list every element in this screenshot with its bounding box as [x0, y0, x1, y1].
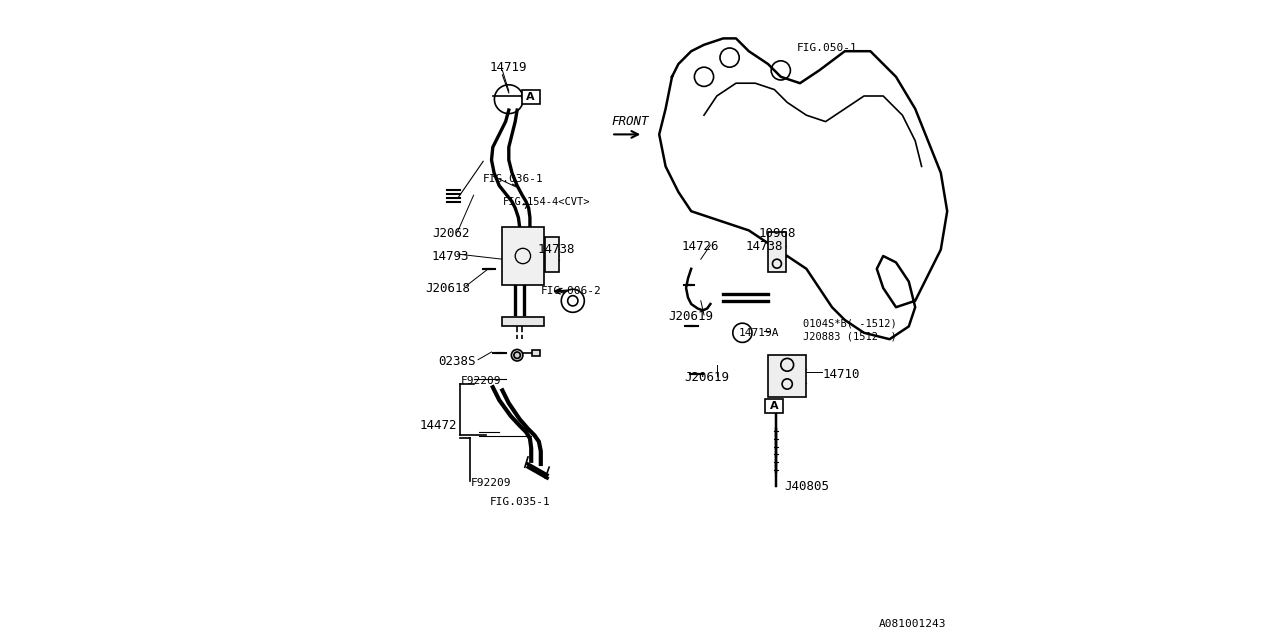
Text: J20619: J20619 [685, 371, 730, 384]
Bar [532, 350, 540, 356]
Text: J40805: J40805 [783, 480, 829, 493]
Bar [768, 232, 786, 272]
Text: J2062: J2062 [433, 227, 470, 240]
Text: J20883 (1512- ): J20883 (1512- ) [804, 331, 897, 341]
Text: FIG.035-1: FIG.035-1 [490, 497, 550, 508]
Text: F92209: F92209 [471, 478, 511, 488]
Text: 14719: 14719 [490, 61, 527, 74]
Text: FIG.154-4<CVT>: FIG.154-4<CVT> [502, 196, 590, 207]
Text: 14738: 14738 [538, 243, 575, 256]
Text: A: A [526, 92, 535, 102]
Text: 0104S*B( -1512): 0104S*B( -1512) [804, 318, 897, 328]
Text: F92209: F92209 [461, 376, 502, 386]
Bar [502, 317, 544, 326]
Text: FIG.036-1: FIG.036-1 [484, 174, 544, 184]
Bar [502, 227, 544, 285]
Text: FRONT: FRONT [612, 115, 649, 128]
Text: A081001243: A081001243 [878, 619, 946, 629]
Text: 14726: 14726 [681, 240, 719, 253]
Text: 14793: 14793 [433, 250, 470, 262]
Text: 14738: 14738 [745, 240, 783, 253]
Text: FIG.050-1: FIG.050-1 [796, 43, 858, 53]
Text: FIG.006-2: FIG.006-2 [540, 286, 602, 296]
Bar [768, 355, 806, 397]
Text: A: A [769, 401, 778, 411]
Text: 14710: 14710 [823, 368, 860, 381]
Bar [545, 237, 559, 272]
Text: 10968: 10968 [759, 227, 796, 240]
Text: J20619: J20619 [668, 310, 714, 323]
Text: 0238S: 0238S [438, 355, 476, 368]
Text: 14719A: 14719A [740, 328, 780, 338]
Text: J20618: J20618 [425, 282, 471, 294]
Bar [522, 90, 540, 104]
Circle shape [512, 349, 524, 361]
Bar [765, 399, 783, 413]
Text: 14472: 14472 [420, 419, 457, 432]
